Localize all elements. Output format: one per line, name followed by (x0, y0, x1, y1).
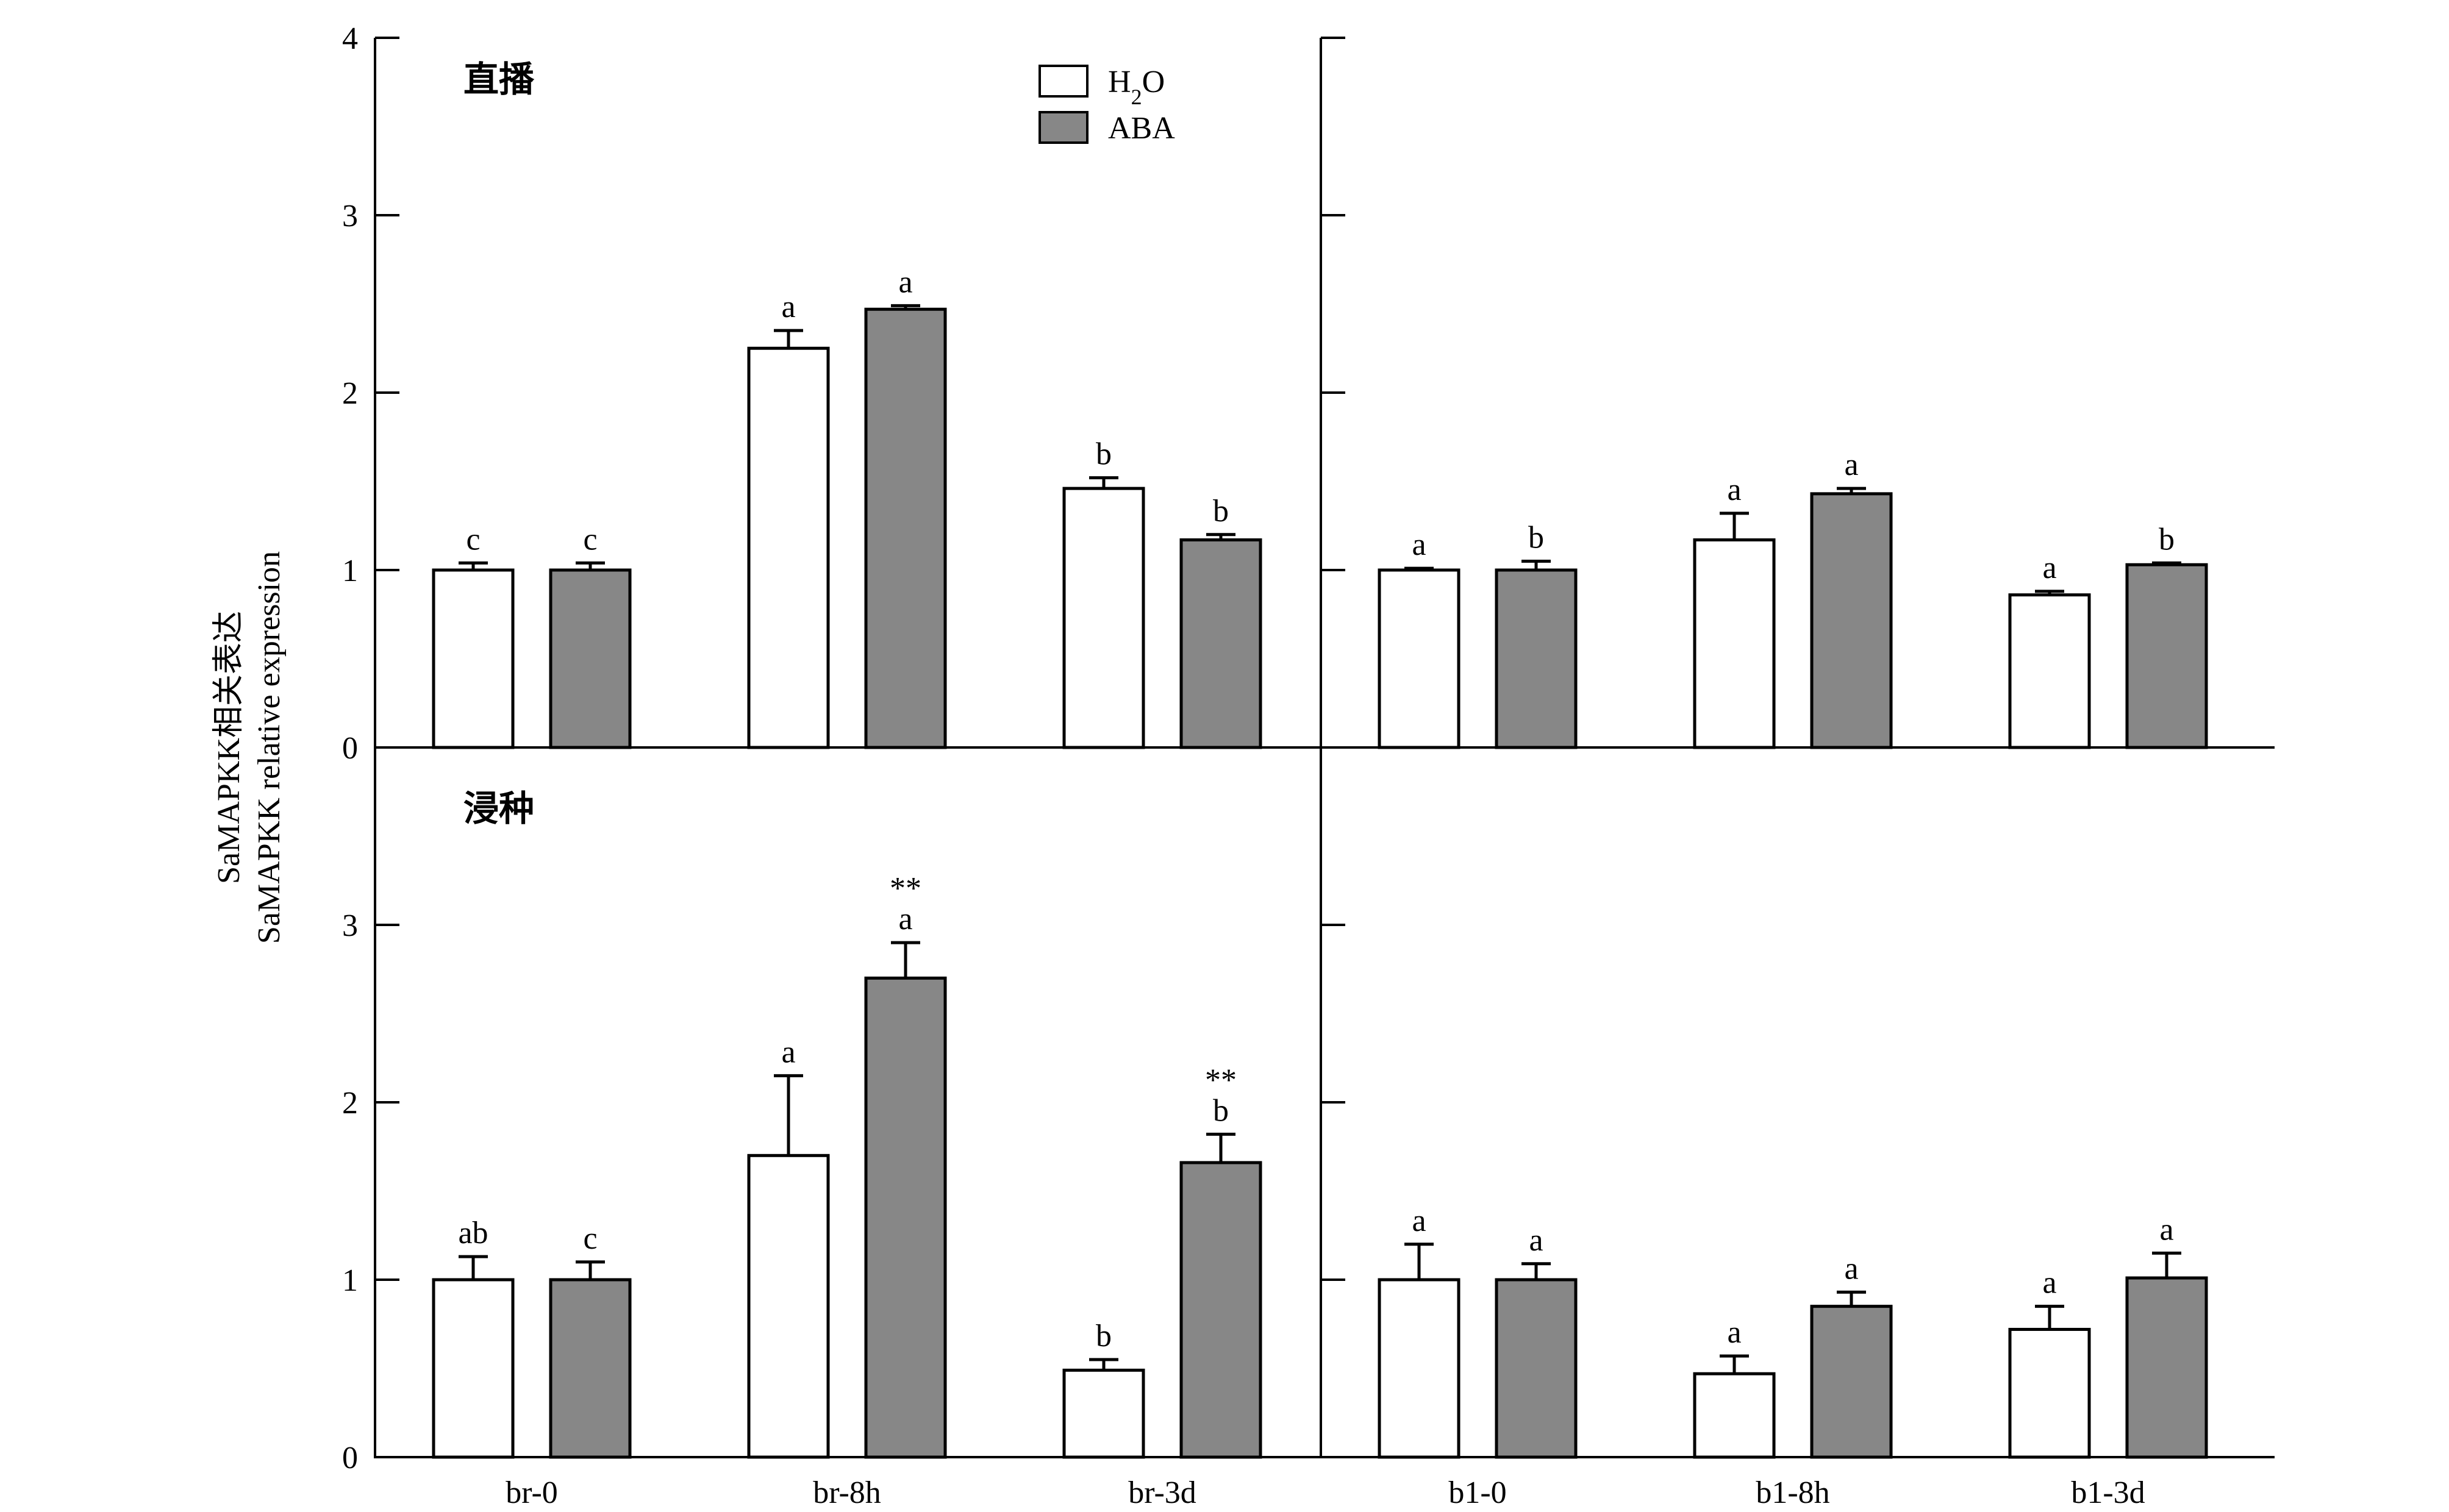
y-axis-title: SaMAPKK相关表达 (212, 611, 246, 884)
bar (1378, 1278, 1460, 1459)
chart-axes (374, 37, 2275, 1458)
panel-label: 直播 (463, 60, 535, 99)
y-tick-label: 2 (342, 1086, 358, 1121)
significance-letter: c (583, 522, 597, 557)
significance-letter: b (1528, 520, 1544, 555)
x-tick-label: b1-8h (1756, 1475, 1829, 1510)
bar (1062, 1368, 1145, 1459)
bar (1378, 568, 1460, 749)
legend-label: H2O (1108, 65, 1165, 109)
bar (1693, 1372, 1776, 1459)
y-tick-label: 1 (342, 554, 358, 588)
bar (1495, 1278, 1578, 1459)
significance-mark: ** (1205, 1063, 1237, 1097)
significance-letter: a (1412, 1204, 1426, 1238)
significance-letter: b (1213, 1093, 1229, 1128)
y-tick-label: 4 (342, 21, 358, 56)
bar (432, 568, 515, 749)
chart-labels: 0 1 2 3 4 0 1 2 3 br-0 br-8h br-3d b1-0 b1-8h b1-3d SaM… (212, 21, 2175, 1510)
significance-letter: a (1529, 1223, 1543, 1258)
y-axis-title: SaMAPKK relative expression (252, 551, 287, 944)
bar (1179, 538, 1262, 749)
legend-label: ABA (1108, 111, 1175, 146)
panel-label: 浸种 (463, 789, 534, 829)
y-tick-label: 2 (342, 376, 358, 411)
significance-letter: ab (458, 1216, 488, 1250)
bar (2125, 1276, 2208, 1459)
bar (1693, 538, 1776, 749)
significance-letter: b (2159, 522, 2175, 557)
bar (1179, 1161, 1262, 1459)
significance-letter: a (2042, 1266, 2056, 1300)
bar (2125, 563, 2208, 749)
bar (1810, 492, 1893, 749)
significance-letter: a (2042, 551, 2056, 585)
y-tick-label: 0 (342, 731, 358, 766)
x-tick-label: br-8h (813, 1475, 881, 1510)
significance-letter: a (1412, 527, 1426, 562)
y-tick-label: 3 (342, 199, 358, 234)
significance-letter: a (781, 1035, 795, 1069)
bar (747, 346, 830, 749)
bar (747, 1154, 830, 1459)
bar (864, 307, 947, 749)
bar (549, 1278, 632, 1459)
significance-mark: ** (890, 871, 921, 906)
significance-letter: c (466, 522, 480, 557)
bar (432, 1278, 515, 1459)
significance-letter: b (1096, 437, 1112, 472)
x-tick-label: br-0 (506, 1475, 558, 1510)
significance-letter: a (2159, 1212, 2173, 1247)
significance-letter: a (898, 902, 912, 936)
significance-letter: c (583, 1221, 597, 1256)
chart-bars (432, 304, 2208, 1459)
x-tick-label: b1-3d (2071, 1475, 2145, 1510)
bar (1810, 1305, 1893, 1459)
y-tick-label: 3 (342, 908, 358, 943)
legend-swatch (1039, 65, 1089, 98)
legend-swatch (1039, 111, 1089, 144)
bar (864, 976, 947, 1459)
bar (1062, 487, 1145, 749)
significance-letter: b (1213, 494, 1229, 529)
significance-letter: a (1844, 448, 1858, 482)
bar (1495, 568, 1578, 749)
y-tick-label: 1 (342, 1263, 358, 1298)
significance-letter: a (898, 265, 912, 299)
y-tick-label: 0 (342, 1441, 358, 1475)
bar (2008, 1327, 2091, 1459)
significance-letter: a (1727, 1315, 1741, 1350)
significance-letter: a (1844, 1251, 1858, 1286)
x-tick-label: b1-0 (1448, 1475, 1506, 1510)
bar (549, 568, 632, 749)
significance-letter: a (1727, 472, 1741, 507)
significance-letter: a (781, 290, 795, 324)
significance-letter: b (1096, 1319, 1112, 1353)
x-tick-label: br-3d (1128, 1475, 1196, 1510)
bar (2008, 593, 2091, 749)
